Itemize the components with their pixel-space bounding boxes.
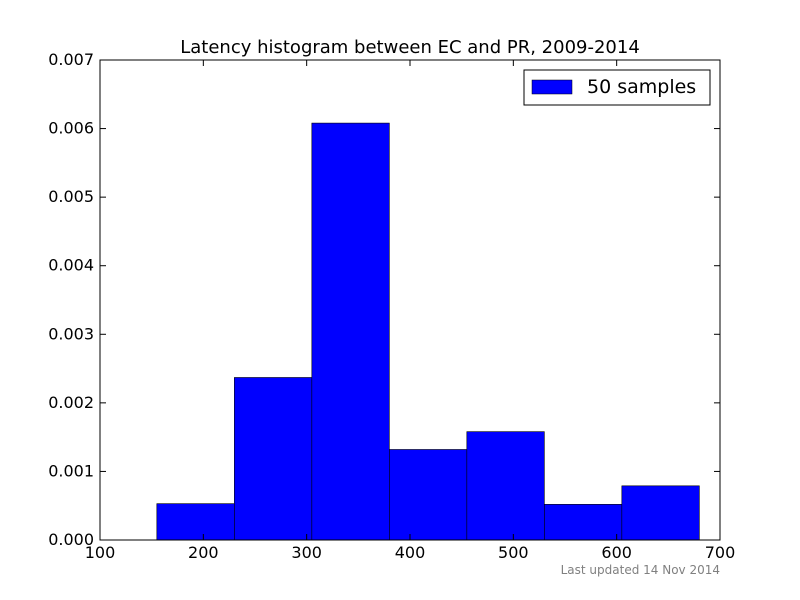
x-tick-label: 200 xyxy=(188,543,219,562)
histogram-bar-3 xyxy=(311,122,390,541)
bars-group xyxy=(156,122,700,541)
histogram-bar-2 xyxy=(234,377,313,541)
x-tick-label: 300 xyxy=(291,543,322,562)
x-tick-label: 400 xyxy=(395,543,426,562)
plot-frame xyxy=(99,59,721,541)
x-tick-label: 100 xyxy=(85,543,116,562)
last-updated-note: Last updated 14 Nov 2014 xyxy=(561,563,720,577)
y-tick-label: 0.004 xyxy=(48,256,94,275)
legend-label: 50 samples xyxy=(587,76,696,98)
histogram-bar-1 xyxy=(156,503,235,541)
legend-swatch xyxy=(531,79,573,95)
y-tick-label: 0.007 xyxy=(48,50,94,69)
histogram-bar-4 xyxy=(389,449,468,541)
x-tick-label: 500 xyxy=(498,543,529,562)
histogram-bar-7 xyxy=(621,485,700,541)
y-tick-label: 0.001 xyxy=(48,461,94,480)
y-tick-label: 0.006 xyxy=(48,119,94,138)
histogram-bar-6 xyxy=(544,504,623,541)
histogram-bar-5 xyxy=(466,431,545,541)
y-tick-label: 0.002 xyxy=(48,393,94,412)
chart-title: Latency histogram between EC and PR, 200… xyxy=(180,37,640,58)
ticks-group: 100 200 300 400 500 600 700 0.000 0.001 0.002 0.00… xyxy=(48,50,735,562)
y-tick-label: 0.000 xyxy=(48,530,94,549)
y-tick-label: 0.003 xyxy=(48,324,94,343)
legend: 50 samples xyxy=(523,69,711,106)
y-tick-label: 0.005 xyxy=(48,187,94,206)
x-tick-label: 600 xyxy=(601,543,632,562)
x-tick-label: 700 xyxy=(705,543,736,562)
